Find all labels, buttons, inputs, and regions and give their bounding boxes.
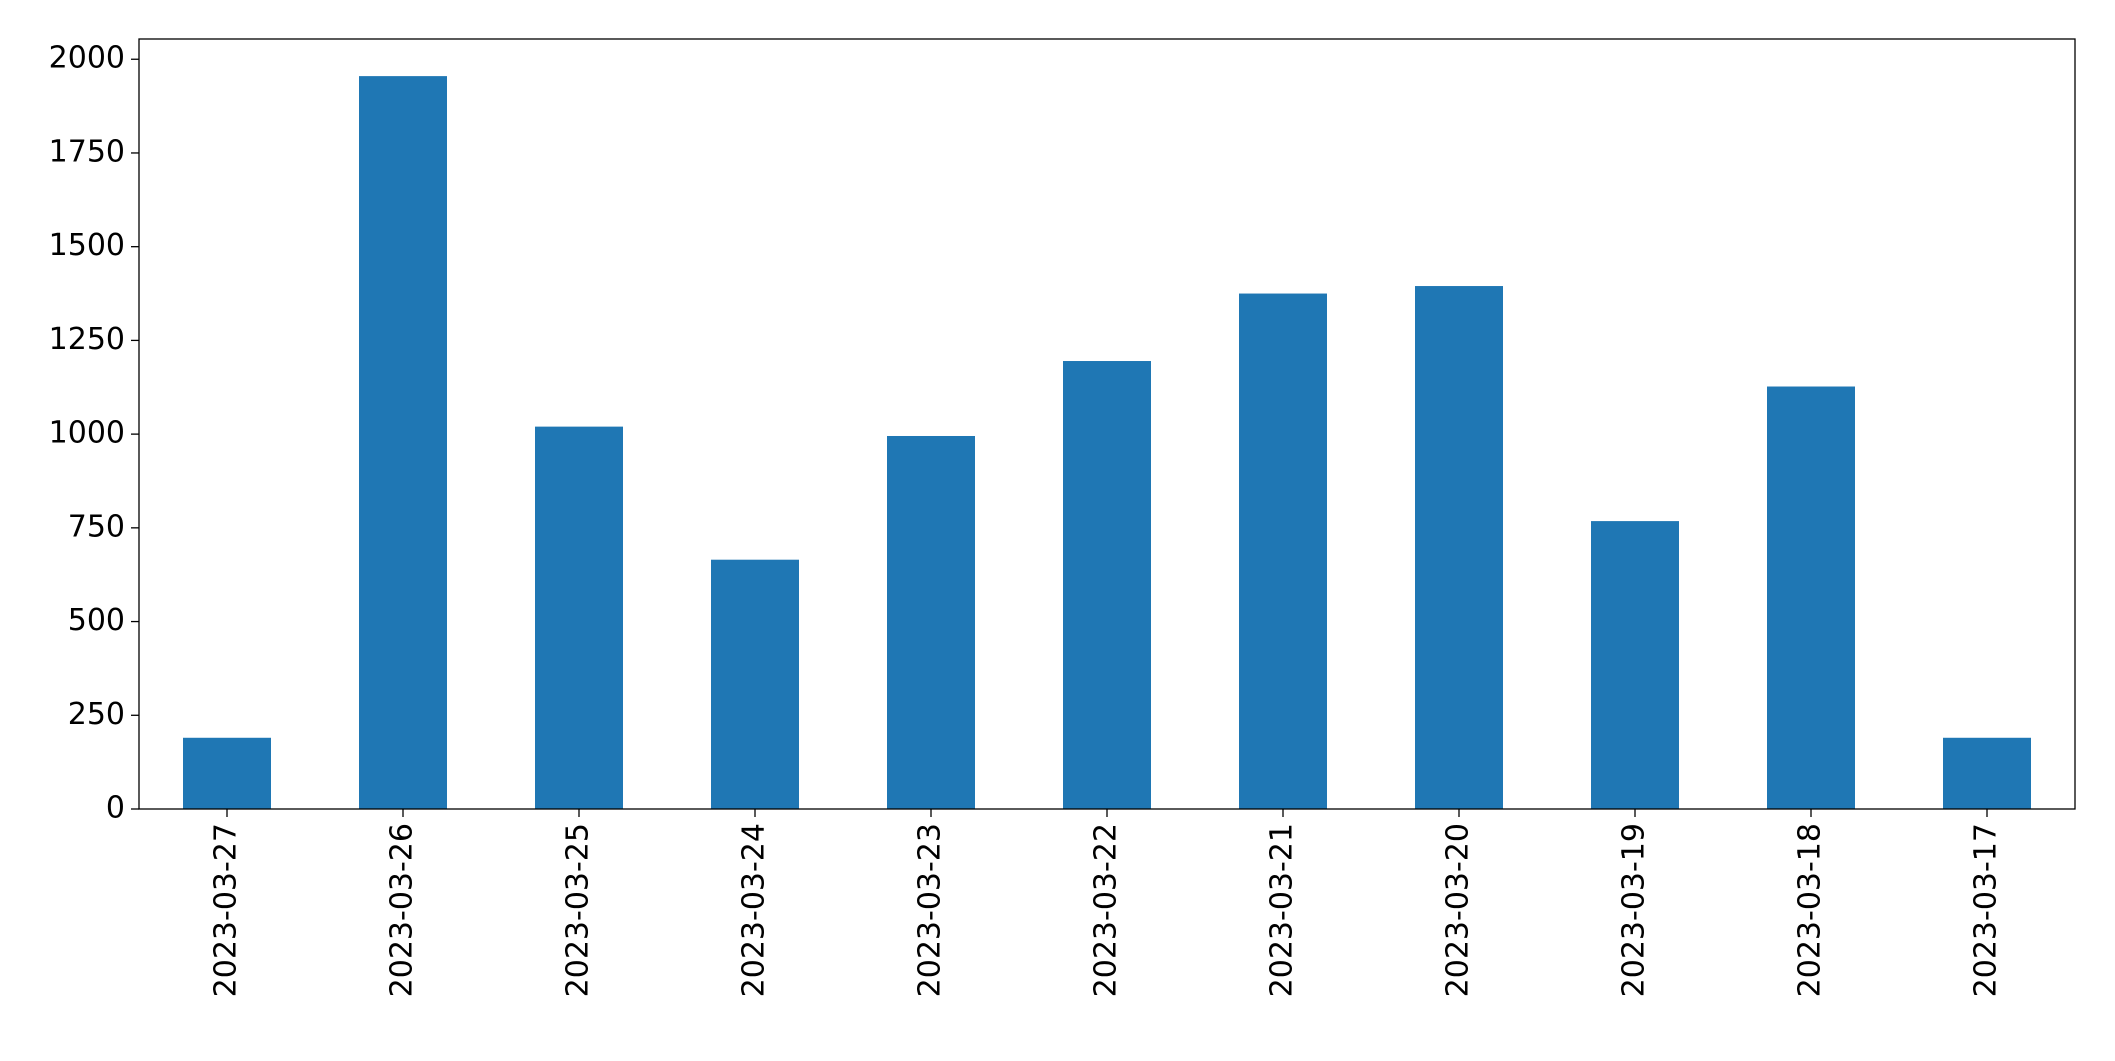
y-tick-label: 750	[68, 509, 125, 544]
y-tick-label: 0	[106, 791, 125, 826]
bar	[1943, 737, 2031, 809]
x-tick-label: 2023-03-26	[385, 823, 420, 997]
x-tick-label: 2023-03-24	[737, 823, 772, 997]
bar	[183, 737, 271, 809]
bar	[1767, 386, 1855, 809]
bar	[1239, 293, 1327, 809]
bar	[1591, 521, 1679, 809]
y-tick-label: 1000	[49, 416, 125, 451]
y-tick-label: 500	[68, 603, 125, 638]
x-tick-label: 2023-03-17	[1969, 823, 2004, 997]
x-tick-label: 2023-03-19	[1617, 823, 1652, 997]
bar	[359, 76, 447, 809]
bar	[711, 559, 799, 809]
x-tick-label: 2023-03-18	[1793, 823, 1828, 997]
y-tick-label: 1500	[49, 228, 125, 263]
plot-frame	[138, 38, 2076, 810]
x-tick-label: 2023-03-27	[209, 823, 244, 997]
x-tick-label: 2023-03-22	[1089, 823, 1124, 997]
x-tick-label: 2023-03-25	[561, 823, 596, 997]
x-tick-label: 2023-03-23	[913, 823, 948, 997]
bar	[1063, 361, 1151, 809]
x-tick-label: 2023-03-21	[1265, 823, 1300, 997]
x-tick-label: 2023-03-20	[1441, 823, 1476, 997]
y-tick-label: 1250	[49, 322, 125, 357]
y-tick-label: 1750	[49, 134, 125, 169]
bar	[887, 435, 975, 809]
bar	[535, 426, 623, 809]
y-tick-label: 2000	[49, 41, 125, 76]
y-tick-label: 250	[68, 697, 125, 732]
bar	[1415, 286, 1503, 809]
